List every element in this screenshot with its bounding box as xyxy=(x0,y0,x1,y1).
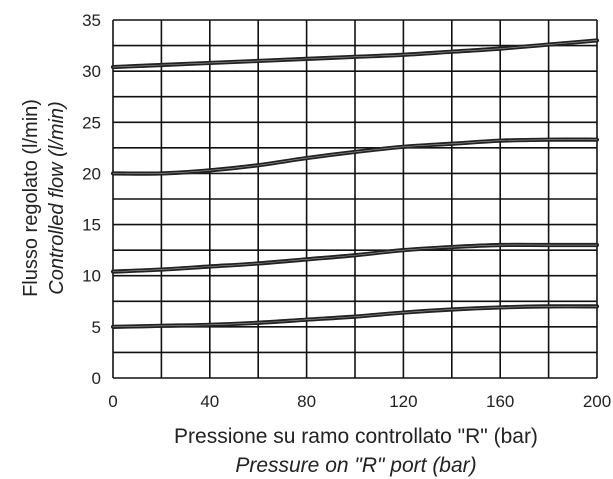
x-axis-label-english: Pressure on "R" port (bar) xyxy=(235,454,476,477)
y-axis-label-english: Controlled flow (l/min) xyxy=(46,101,68,294)
series-line-3-highlight xyxy=(112,244,597,272)
y-axis-label: Flusso regolato (l/min) xyxy=(20,99,42,297)
x-tick-label: 120 xyxy=(389,392,417,411)
y-tick-label: 10 xyxy=(82,267,101,286)
x-tick-labels: 0 40 80 120 160 200 xyxy=(108,392,611,411)
y-tick-labels: 0 5 10 15 20 25 30 35 xyxy=(82,11,101,388)
x-tick-label: 40 xyxy=(200,392,219,411)
x-axis-label: Pressione su ramo controllato "R" (bar) xyxy=(174,425,538,448)
series-line-2-highlight xyxy=(112,139,598,174)
y-tick-label: 30 xyxy=(82,62,101,81)
y-tick-label: 20 xyxy=(82,164,101,183)
x-tick-label: 0 xyxy=(108,392,117,411)
y-tick-label: 15 xyxy=(82,216,101,235)
series-line-4-highlight xyxy=(112,306,598,328)
x-tick-label: 200 xyxy=(583,392,611,411)
series-line-1-highlight xyxy=(112,40,598,68)
x-tick-label: 160 xyxy=(486,392,514,411)
series-lines xyxy=(110,38,600,329)
y-tick-label: 5 xyxy=(92,318,101,337)
y-tick-label: 0 xyxy=(92,369,101,388)
grid-lines xyxy=(112,19,598,379)
y-tick-label: 25 xyxy=(82,113,101,132)
x-tick-label: 80 xyxy=(297,392,316,411)
y-tick-label: 35 xyxy=(82,11,101,30)
